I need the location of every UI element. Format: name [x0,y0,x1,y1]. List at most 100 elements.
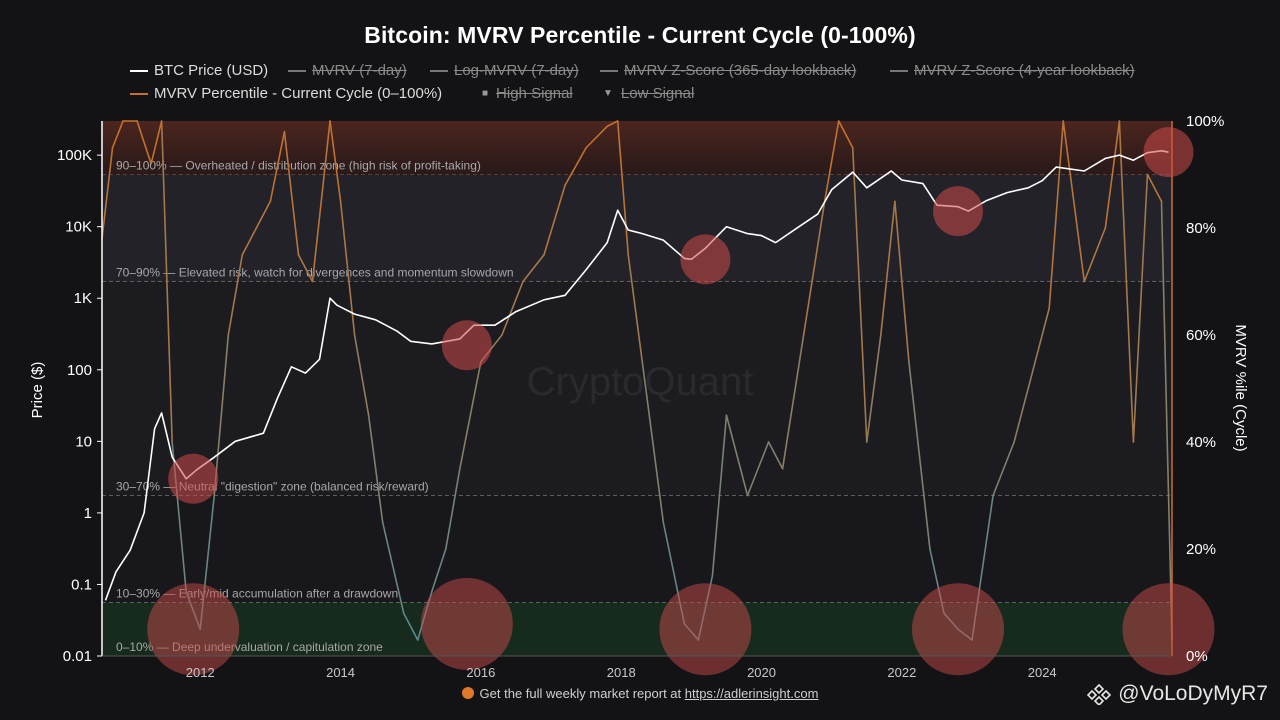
mvrv-percentile-segment [1118,120,1135,443]
mvrv-percentile-segment [865,334,882,443]
percentile-low-highlight [912,583,1004,676]
legend-swatch [130,92,148,95]
y-right-tick-label: 60% [1186,327,1216,344]
legend-label: High Signal [496,85,573,102]
mvrv-percentile-segment [1146,173,1163,203]
mvrv-percentile-segment [150,120,163,165]
mvrv-percentile-segment [101,146,114,240]
mvrv-percentile-segment [1132,173,1149,443]
legend-item[interactable]: MVRV Percentile - Current Cycle (0–100%) [130,85,442,102]
mvrv-percentile-segment [1013,360,1036,443]
y-left-tick-label: 10 [75,433,92,450]
mvrv-percentile-segment [367,414,384,524]
watermark: CryptoQuant [527,360,754,404]
mvrv-percentile-segment [894,200,910,363]
legend-label: Low Signal [620,85,695,102]
legend-marker-icon: ▼ [603,88,613,99]
y-right-tick-label: 40% [1186,434,1216,451]
legend-swatch [890,69,908,72]
mvrv-percentile-segment [160,120,173,443]
mvrv-percentile-segment [283,130,300,256]
mvrv-percentile-segment [564,146,587,186]
mvrv-percentile-segment [1062,120,1086,283]
mvrv-percentile-segment [616,120,630,256]
y-left-tick-label: 10K [65,219,92,236]
mvrv-percentile-segment [1160,200,1173,641]
footer-link[interactable]: https://adlerinsight.com [684,686,819,701]
legend-item[interactable]: BTC Price (USD) [130,62,268,79]
mvrv-percentile-segment [1104,120,1121,229]
y-right-tick-label: 20% [1186,541,1216,558]
report-icon [461,687,474,699]
zones: 90–100% — Overheated / distribution zone… [102,121,1172,657]
mvrv-percentile-segment [725,414,749,497]
price-low-highlight [441,320,492,371]
footer-text: Get the full weekly market report at [479,686,685,701]
mvrv-percentile-segment [767,441,784,470]
y-left-tick-label: 1 [84,505,92,522]
price-low-highlight [933,186,983,237]
mvrv-percentile-segment [353,334,370,417]
x-tick-label: 2022 [887,665,916,680]
y-right-tick-label: 80% [1186,220,1216,237]
percentile-low-highlight [420,577,513,670]
mvrv-percentile-segment [402,612,419,641]
mvrv-percentile-segment [269,130,286,203]
mvrv-percentile-segment [1083,227,1107,283]
legend-marker-icon: ■ [482,88,489,99]
legend-item[interactable]: MVRV (7-day) [288,62,407,79]
price-low-highlight [1143,127,1194,178]
btc-price-series [104,150,1169,601]
mvrv-percentile-segment [880,200,896,336]
y-left-axis-label: Price ($) [29,362,46,419]
mvrv-percentile-segment [111,120,124,149]
legend-item[interactable]: ■ High Signal [482,85,573,102]
zone-label: 70–90% — Elevated risk, watch for diverg… [116,266,514,280]
y-left-tick-label: 1K [74,290,92,307]
mvrv-percentile-segment [445,467,461,550]
chart-title: Bitcoin: MVRV Percentile - Current Cycle… [364,22,916,48]
mvrv-percentile-segment [430,548,447,593]
legend-swatch [288,69,306,72]
legend-item[interactable]: Log-MVRV (7-day) [430,62,579,79]
mvrv-percentile-segment [627,253,644,363]
mvrv-percentile-segment [851,146,868,443]
mvrv-percentile-segment [992,441,1015,497]
y-left-tick-label: 100K [57,147,92,164]
mvrv-percentile-segment [213,334,230,497]
axes: 100K 10K 1K 100 10 1 0.1 0.01 100% 80% 60% 40% 20% 0%… [29,113,1249,680]
x-tick-label: 2018 [607,665,636,680]
mvrv-percentile-segment [241,227,258,256]
price-low-highlight [680,234,731,285]
legend-swatch [130,69,148,72]
footer: Get the full weekly market report at htt… [0,686,1280,701]
legend-swatch [430,69,448,72]
mvrv-percentile-segment [908,360,931,550]
y-right-tick-label: 100% [1186,113,1224,130]
price-low-highlight [168,453,219,504]
x-tick-label: 2012 [186,665,215,680]
mvrv-percentile-segment [1048,120,1065,310]
highlights [147,127,1215,676]
mvrv-percentile-segment [381,521,405,615]
btc-price-line [104,150,1169,601]
mvrv-percentile-segment [227,253,244,336]
zone-label: 10–30% — Early/mid accumulation after a … [116,587,398,601]
percentile-low-highlight [1122,583,1215,676]
legend-item[interactable]: ▼ Low Signal [603,85,694,102]
mvrv-percentile-segment [746,441,770,497]
mvrv-percentile-segment [311,120,331,283]
mvrv-percentile-segment [459,360,482,470]
mvrv-percentile-segment [255,200,272,229]
mvrv-percentile-segment [522,253,545,283]
legend-item[interactable]: MVRV Z-Score (4-year lookback) [890,62,1135,79]
mvrv-percentile-segment [329,120,342,203]
y-left-tick-label: 100 [67,362,92,379]
mvrv-percentile-segment [136,120,152,165]
y-right-axis-label: MVRV %ile (Cycle) [1232,324,1249,451]
legend-item[interactable]: MVRV Z-Score (365-day lookback) [600,62,856,79]
mvrv-percentile-segment [781,334,805,470]
y-left-tick-label: 0.1 [71,576,92,593]
mvrv-percentile-segment [585,125,608,149]
percentile-low-highlight [147,583,240,676]
